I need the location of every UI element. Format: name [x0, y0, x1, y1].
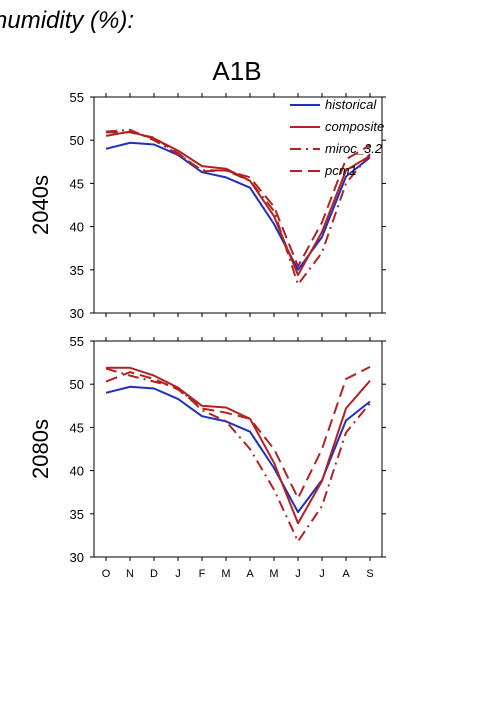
legend-label: historical — [325, 97, 377, 112]
y-tick-label: 50 — [70, 377, 84, 392]
scenario-title: A1B — [212, 56, 261, 86]
panel-2080s: 30 35 40 45 50 55 O N D J F M A M J J A S 2080s — [28, 334, 386, 580]
legend-label: pcm1 — [324, 163, 357, 178]
row-label: 2040s — [28, 175, 53, 235]
series-line-historical — [105, 141, 371, 271]
series-line-pcm1 — [105, 366, 371, 500]
y-tick-label: 40 — [70, 464, 84, 479]
x-tick-label: J — [295, 568, 301, 580]
x-tick-label: A — [342, 568, 350, 580]
y-tick-label: 35 — [70, 263, 84, 278]
x-tick-label: J — [175, 568, 181, 580]
y-tick-label: 55 — [70, 90, 84, 105]
panel-2040s: 30 35 40 45 50 55 2040s — [28, 90, 386, 321]
y-tick-label: 30 — [70, 306, 84, 321]
row-label: 2080s — [28, 419, 53, 479]
series-line-miroc-3-2 — [105, 367, 371, 543]
x-tick-label: O — [102, 568, 111, 580]
series-line-historical — [105, 385, 371, 514]
x-tick-label: S — [366, 568, 373, 580]
y-tick-label: 45 — [70, 420, 84, 435]
plot-frame — [93, 340, 383, 558]
legend: historical composite miroc_3.2 pcm1 — [290, 97, 384, 178]
plot-frame — [93, 96, 383, 314]
x-tick-label: F — [199, 568, 206, 580]
y-tick-label: 55 — [70, 334, 84, 349]
y-tick-label: 35 — [70, 507, 84, 522]
x-tick-label: A — [246, 568, 254, 580]
y-tick-label: 30 — [70, 550, 84, 565]
y-tick-label: 40 — [70, 220, 84, 235]
x-tick-label: N — [126, 568, 134, 580]
x-tick-label: J — [319, 568, 325, 580]
legend-label: miroc_3.2 — [325, 141, 383, 156]
legend-label: composite — [325, 119, 384, 134]
page-title: humidity (%): — [0, 7, 134, 34]
series-line-composite — [106, 366, 371, 525]
x-tick-label: M — [221, 568, 230, 580]
x-tick-label: D — [150, 568, 158, 580]
y-tick-label: 50 — [70, 133, 84, 148]
y-tick-label: 45 — [70, 176, 84, 191]
x-tick-label: M — [269, 568, 278, 580]
series-line-pcm1 — [106, 131, 371, 268]
series-line-miroc-3-2 — [105, 128, 371, 286]
